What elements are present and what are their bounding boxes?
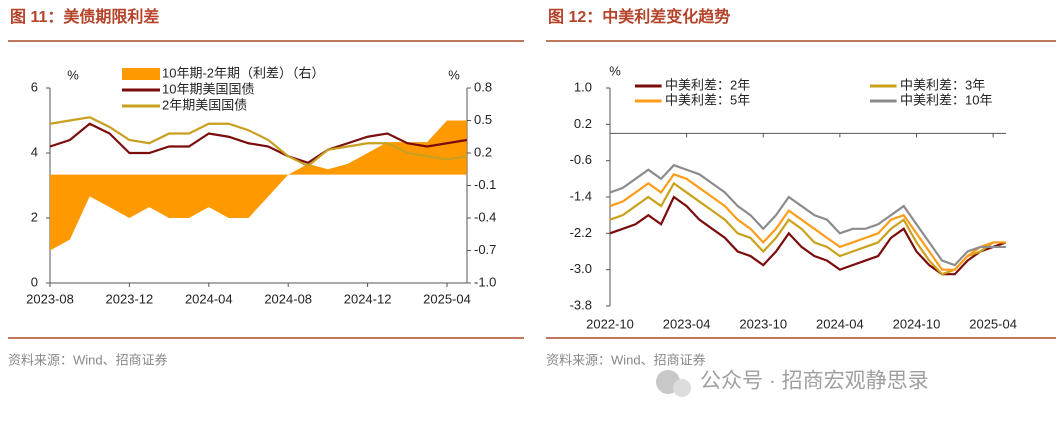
line: [609, 181, 1006, 276]
x-tick-label: 2022-10: [586, 316, 634, 331]
y2-tick-label: -0.1: [474, 177, 496, 192]
line: [49, 122, 468, 164]
x-tick-label: 2025-04: [423, 291, 471, 306]
legend-label: 中美利差：3年: [900, 77, 985, 92]
y-tick-label: 2: [31, 209, 38, 224]
y2-tick-label: -1.0: [474, 274, 496, 289]
y-tick-label: 4: [31, 144, 38, 159]
legend-label: 2年期美国国债: [162, 97, 247, 112]
watermark: 公众号 · 招商宏观静思录: [700, 370, 929, 393]
x-tick-label: 2024-10: [893, 316, 941, 331]
x-tick-label: 2024-12: [344, 291, 392, 306]
line: [609, 163, 1006, 267]
y-axis-unit: %: [609, 63, 621, 78]
y-tick-label: -3.0: [570, 261, 592, 276]
y-tick-label: 1.0: [574, 79, 592, 94]
legend-label: 中美利差：10年: [900, 92, 992, 107]
y-tick-label: -2.2: [570, 225, 592, 240]
source: 资料来源：Wind、招商证券: [546, 352, 706, 367]
chart-title: 图 11：美债期限利差: [10, 7, 159, 26]
y-tick-label: 6: [31, 79, 38, 94]
y2-tick-label: -0.4: [474, 209, 496, 224]
legend-swatch: [122, 68, 160, 80]
y-tick-label: 0.2: [574, 116, 592, 131]
x-tick-label: 2023-04: [663, 316, 711, 331]
y-tick-label: -0.6: [570, 152, 592, 167]
y2-tick-label: 0.8: [474, 79, 492, 94]
x-tick-label: 2023-08: [26, 291, 74, 306]
x-tick-label: 2024-04: [816, 316, 864, 331]
y2-tick-label: 0.2: [474, 144, 492, 159]
y2-tick-label: 0.5: [474, 112, 492, 127]
y-tick-label: 0: [31, 274, 38, 289]
x-tick-label: 2023-12: [106, 291, 154, 306]
y-tick-label: -3.8: [570, 297, 592, 312]
x-tick-label: 2024-08: [264, 291, 312, 306]
watermark-icon: [673, 379, 691, 397]
y-tick-label: -1.4: [570, 188, 592, 203]
line: [49, 116, 468, 168]
area: [50, 120, 467, 251]
legend-label: 10年期-2年期（利差）（右）: [162, 65, 325, 80]
y2-axis-unit: %: [448, 67, 460, 82]
x-tick-label: 2023-10: [739, 316, 787, 331]
line: [609, 172, 1006, 271]
x-tick-label: 2025-04: [969, 316, 1017, 331]
legend-label: 中美利差：5年: [665, 92, 750, 107]
legend-label: 中美利差：2年: [665, 77, 750, 92]
chart-title: 图 12：中美利差变化趋势: [548, 7, 730, 26]
x-tick-label: 2024-04: [185, 291, 233, 306]
legend-label: 10年期美国国债: [162, 81, 254, 96]
source: 资料来源：Wind、招商证券: [8, 352, 168, 367]
y-axis-unit: %: [67, 67, 79, 82]
y2-tick-label: -0.7: [474, 242, 496, 257]
